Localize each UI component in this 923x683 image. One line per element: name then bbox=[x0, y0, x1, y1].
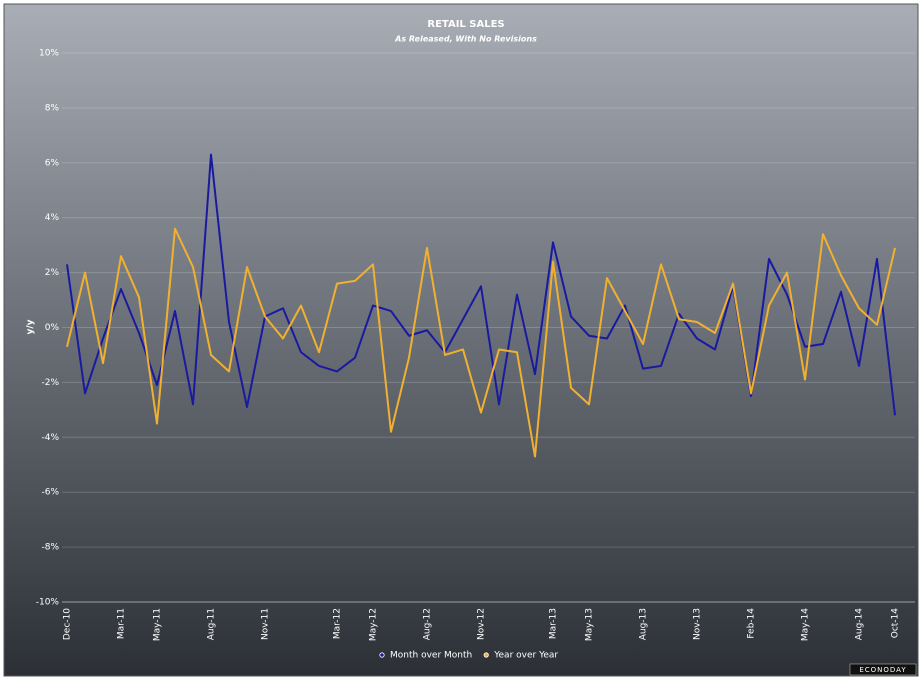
x-tick-label: Nov-11 bbox=[261, 608, 271, 640]
brand-badge bbox=[849, 663, 917, 676]
y-tick-label: 8% bbox=[45, 103, 60, 113]
legend-swatch bbox=[379, 652, 385, 658]
x-tick-label: Nov-12 bbox=[477, 608, 487, 640]
x-tick-label: Aug-12 bbox=[423, 608, 433, 640]
legend-label: Month over Month bbox=[390, 651, 472, 661]
x-tick-label: May-12 bbox=[369, 608, 379, 641]
x-tick-label: Feb-14 bbox=[747, 608, 757, 639]
line-series bbox=[66, 153, 896, 416]
line-series bbox=[66, 227, 896, 458]
x-tick-label: Nov-13 bbox=[693, 608, 703, 640]
legend-swatch bbox=[483, 652, 489, 658]
y-tick-label: -8% bbox=[41, 543, 59, 553]
x-tick-label: Aug-13 bbox=[639, 608, 649, 640]
y-axis-label: y/y bbox=[26, 319, 36, 334]
chart-title: RETAIL SALES bbox=[427, 19, 504, 30]
chart-subtitle: As Released, With No Revisions bbox=[394, 35, 537, 44]
y-tick-label: 0% bbox=[45, 323, 60, 333]
x-tick-label: Mar-13 bbox=[549, 608, 559, 639]
x-tick-label: May-11 bbox=[153, 608, 163, 641]
x-tick-label: Oct-14 bbox=[891, 608, 901, 639]
legend-label: Year over Year bbox=[493, 651, 558, 661]
x-tick-label: May-13 bbox=[585, 608, 595, 641]
x-tick-label: Aug-11 bbox=[207, 608, 217, 640]
x-tick-label: May-14 bbox=[801, 608, 811, 641]
y-tick-label: 10% bbox=[39, 49, 59, 59]
y-tick-label: -4% bbox=[41, 433, 59, 443]
background bbox=[3, 3, 919, 677]
x-tick-label: Aug-14 bbox=[855, 608, 865, 641]
y-tick-label: -6% bbox=[41, 488, 59, 498]
x-tick-label: Dec-10 bbox=[63, 608, 73, 640]
y-tick-label: 6% bbox=[45, 158, 60, 168]
y-tick-label: -10% bbox=[36, 598, 60, 608]
y-tick-label: 4% bbox=[45, 213, 60, 223]
brand: ECONODAY bbox=[859, 666, 906, 674]
x-tick-label: Mar-12 bbox=[333, 608, 343, 639]
x-tick-label: Mar-11 bbox=[117, 608, 127, 639]
y-tick-label: 2% bbox=[45, 268, 60, 278]
y-tick-label: -2% bbox=[41, 378, 59, 388]
